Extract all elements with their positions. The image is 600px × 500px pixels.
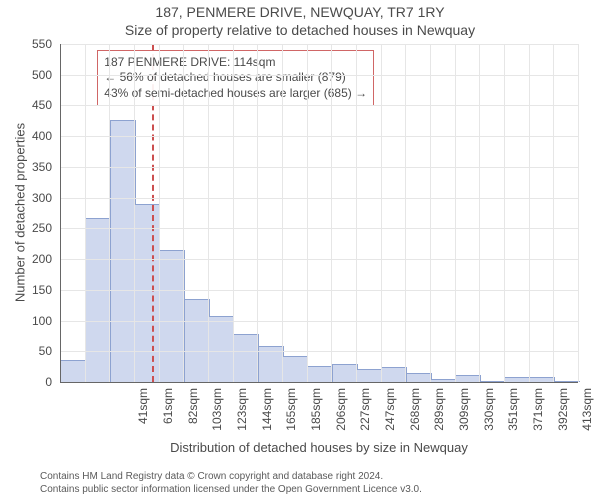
gridline-v (85, 44, 86, 382)
y-tick-label: 150 (0, 283, 52, 297)
gridline-v (356, 44, 357, 382)
gridline-h (60, 105, 578, 106)
annotation-box: 187 PENMERE DRIVE: 114sqm← 56% of detach… (97, 50, 374, 106)
histogram-bar (60, 360, 86, 382)
gridline-v (578, 44, 579, 382)
y-tick-label: 200 (0, 252, 52, 266)
gridline-v (282, 44, 283, 382)
footer-line-1: Contains HM Land Registry data © Crown c… (40, 471, 592, 484)
gridline-v (257, 44, 258, 382)
gridline-h (60, 228, 578, 229)
gridline-v (134, 44, 135, 382)
histogram-bar (356, 369, 382, 382)
gridline-h (60, 198, 578, 199)
y-tick-label: 100 (0, 314, 52, 328)
histogram-bar (381, 367, 407, 382)
y-tick-label: 50 (0, 344, 52, 358)
x-tick-label: 165sqm (284, 388, 298, 448)
x-tick-label: 206sqm (334, 388, 348, 448)
gridline-v (430, 44, 431, 382)
gridline-v (233, 44, 234, 382)
x-tick-label: 227sqm (358, 388, 372, 448)
histogram-bar (134, 204, 160, 382)
histogram-bar (208, 316, 234, 382)
gridline-h (60, 259, 578, 260)
histogram-bar (307, 366, 333, 382)
footer-attribution: Contains HM Land Registry data © Crown c… (40, 471, 592, 496)
chart-title: 187, PENMERE DRIVE, NEWQUAY, TR7 1RY (0, 4, 600, 20)
gridline-v (159, 44, 160, 382)
annotation-line: 187 PENMERE DRIVE: 114sqm (104, 55, 367, 70)
x-tick-label: 103sqm (210, 388, 224, 448)
x-axis-line (60, 382, 578, 383)
y-tick-label: 300 (0, 191, 52, 205)
histogram-bar (406, 373, 432, 382)
gridline-v (553, 44, 554, 382)
histogram-bar (184, 299, 210, 382)
histogram-bar (233, 334, 259, 382)
plot-area: 187 PENMERE DRIVE: 114sqm← 56% of detach… (60, 44, 578, 382)
gridline-h (60, 167, 578, 168)
histogram-bar (110, 120, 136, 382)
x-tick-label: 61sqm (161, 388, 175, 448)
gridline-v (307, 44, 308, 382)
y-tick-label: 550 (0, 37, 52, 51)
histogram-bar (282, 356, 308, 382)
gridline-h (60, 44, 578, 45)
gridline-v (479, 44, 480, 382)
gridline-h (60, 351, 578, 352)
x-tick-label: 309sqm (457, 388, 471, 448)
annotation-line: 43% of semi-detached houses are larger (… (104, 86, 367, 101)
y-tick-label: 500 (0, 68, 52, 82)
x-tick-label: 289sqm (432, 388, 446, 448)
y-tick-label: 0 (0, 375, 52, 389)
x-tick-label: 351sqm (506, 388, 520, 448)
histogram-bar (159, 250, 185, 382)
gridline-v (504, 44, 505, 382)
gridline-v (381, 44, 382, 382)
x-tick-label: 247sqm (383, 388, 397, 448)
gridline-v (331, 44, 332, 382)
y-tick-label: 400 (0, 129, 52, 143)
gridline-v (208, 44, 209, 382)
annotation-line: ← 56% of detached houses are smaller (87… (104, 70, 367, 85)
y-tick-label: 250 (0, 221, 52, 235)
gridline-h (60, 321, 578, 322)
x-tick-label: 185sqm (309, 388, 323, 448)
gridline-v (405, 44, 406, 382)
x-tick-label: 268sqm (408, 388, 422, 448)
gridline-v (529, 44, 530, 382)
x-tick-label: 82sqm (186, 388, 200, 448)
y-tick-label: 350 (0, 160, 52, 174)
chart-root: 187, PENMERE DRIVE, NEWQUAY, TR7 1RY Siz… (0, 0, 600, 500)
y-tick-label: 450 (0, 98, 52, 112)
chart-subtitle: Size of property relative to detached ho… (0, 22, 600, 38)
gridline-h (60, 136, 578, 137)
x-tick-label: 371sqm (531, 388, 545, 448)
x-tick-label: 123sqm (235, 388, 249, 448)
x-tick-label: 41sqm (136, 388, 150, 448)
histogram-bar (85, 218, 111, 382)
footer-line-2: Contains public sector information licen… (40, 484, 592, 497)
gridline-v (455, 44, 456, 382)
histogram-bar (332, 364, 358, 382)
x-tick-label: 392sqm (556, 388, 570, 448)
gridline-h (60, 290, 578, 291)
x-tick-label: 144sqm (260, 388, 274, 448)
x-tick-label: 330sqm (482, 388, 496, 448)
gridline-h (60, 75, 578, 76)
gridline-v (183, 44, 184, 382)
x-tick-label: 413sqm (580, 388, 594, 448)
y-axis-line (60, 44, 61, 382)
gridline-v (109, 44, 110, 382)
